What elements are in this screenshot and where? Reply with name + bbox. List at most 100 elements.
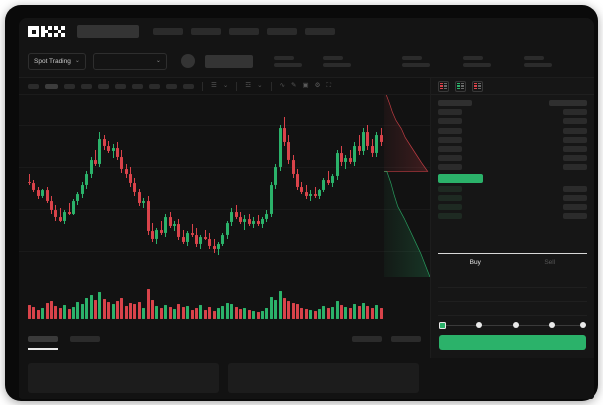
timeframe-5[interactable] xyxy=(98,83,109,89)
indicators-icon[interactable]: ☲ xyxy=(245,81,252,89)
toolbar-divider xyxy=(236,81,238,91)
device-screen: Spot Trading ⌄ ⌄ ☰ ⌄ ☲ ⌄ ∿ ✎ ▣ ⚙ ⛶ xyxy=(19,18,594,399)
timeframe-6[interactable] xyxy=(115,83,126,89)
fullscreen-icon[interactable]: ⛶ xyxy=(326,81,332,89)
timeframe-8[interactable] xyxy=(149,83,160,89)
orderbook-bid-row[interactable] xyxy=(438,203,587,210)
submit-buy-button[interactable] xyxy=(439,335,586,350)
nav-item-1[interactable] xyxy=(153,28,183,35)
timeframe-4[interactable] xyxy=(81,83,92,89)
volume-bar xyxy=(256,311,260,319)
orderbook-header-row[interactable] xyxy=(438,100,587,106)
candlestick-chart[interactable] xyxy=(19,95,430,277)
timeframe-2[interactable] xyxy=(45,83,58,89)
volume-bar xyxy=(151,300,155,319)
orderbook-mode-bids[interactable] xyxy=(455,80,466,92)
stat-24h-low xyxy=(462,55,491,67)
volume-bar xyxy=(133,304,137,319)
tab-label xyxy=(28,336,58,342)
orderbook-ask-row[interactable] xyxy=(438,109,587,116)
snapshot-camera-icon[interactable]: ▣ xyxy=(302,81,309,89)
nav-item-3[interactable] xyxy=(229,28,259,35)
volume-bar xyxy=(221,306,225,319)
orderbook-bid-row[interactable] xyxy=(438,185,587,192)
timeframe-10[interactable] xyxy=(183,83,194,89)
nav-item-4[interactable] xyxy=(267,28,297,35)
orderbook-bid-row[interactable] xyxy=(438,194,587,201)
slider-node-25[interactable] xyxy=(475,322,482,328)
timeframe-9[interactable] xyxy=(166,83,177,89)
stat-last-price xyxy=(273,55,302,67)
slider-node-100[interactable] xyxy=(580,322,586,328)
slider-node-50[interactable] xyxy=(512,322,519,328)
buy-sell-tabs: Buy Sell xyxy=(438,253,587,271)
orderbook-mode-both[interactable] xyxy=(438,80,449,92)
volume-bar xyxy=(322,305,326,319)
footer-card-1[interactable] xyxy=(28,363,219,393)
volume-bar xyxy=(203,310,207,319)
orderbook-ask-row[interactable] xyxy=(438,118,587,125)
nav-item-2[interactable] xyxy=(191,28,221,35)
volume-bar xyxy=(296,304,300,319)
volume-bar xyxy=(348,308,352,319)
percent-slider[interactable] xyxy=(439,321,586,330)
order-total-field[interactable] xyxy=(438,302,587,316)
orderbook-ask-row[interactable] xyxy=(438,164,587,171)
volume-bar xyxy=(208,306,212,319)
volume-bar xyxy=(28,305,31,319)
volume-bar xyxy=(230,304,234,319)
logo-k-icon xyxy=(41,26,52,37)
slider-node-0[interactable] xyxy=(439,321,446,329)
footer-card-2[interactable] xyxy=(228,363,419,393)
nav-item-5[interactable] xyxy=(305,28,335,35)
volume-bar xyxy=(102,299,106,319)
depth-chart xyxy=(383,95,430,277)
volume-bar xyxy=(164,304,168,319)
orderbook-bid-row[interactable] xyxy=(438,213,587,220)
orderbook-ask-row[interactable] xyxy=(438,127,587,134)
indicators-dropdown-icon[interactable]: ⌄ xyxy=(257,81,263,89)
global-search-input[interactable] xyxy=(77,25,139,38)
lower-action-2[interactable] xyxy=(391,336,421,342)
lower-action-1[interactable] xyxy=(352,336,382,342)
footer-area xyxy=(19,358,594,399)
trading-mode-selector[interactable]: Spot Trading ⌄ xyxy=(28,52,86,70)
settings-gear-icon[interactable]: ⚙ xyxy=(314,81,321,89)
orderbook-mode-asks[interactable] xyxy=(472,80,483,92)
orderbook-ask-row[interactable] xyxy=(438,145,587,152)
lower-tab-2[interactable] xyxy=(70,336,100,342)
volume-bar xyxy=(357,306,361,319)
timeframe-3[interactable] xyxy=(64,83,75,89)
volume-bar xyxy=(326,308,330,319)
order-amount-field[interactable] xyxy=(438,288,587,302)
candle-series xyxy=(28,95,384,277)
volume-bar xyxy=(344,307,348,319)
drawing-pencil-icon[interactable]: ✎ xyxy=(291,81,297,89)
okx-logo[interactable] xyxy=(28,26,65,37)
orderbook-trade-panel: Buy Sell xyxy=(430,78,594,358)
candle-type-icon[interactable]: ☰ xyxy=(211,81,217,89)
pair-selector[interactable]: ⌄ xyxy=(92,52,167,70)
volume-bar xyxy=(67,309,71,319)
volume-bar xyxy=(260,310,264,319)
top-navbar xyxy=(19,18,594,45)
orderbook-ask-row[interactable] xyxy=(438,155,587,162)
line-tool-icon[interactable]: ∿ xyxy=(279,81,286,89)
volume-bar xyxy=(243,308,247,319)
cell-right xyxy=(563,118,587,125)
volume-bar xyxy=(362,302,366,319)
volume-bar xyxy=(159,308,163,319)
volume-bar xyxy=(32,306,36,319)
tab-sell[interactable]: Sell xyxy=(544,259,556,266)
order-price-field[interactable] xyxy=(438,274,587,288)
timeframe-1[interactable] xyxy=(28,83,39,89)
timeframe-7[interactable] xyxy=(132,83,143,89)
volume-bar xyxy=(375,304,379,319)
slider-node-75[interactable] xyxy=(549,322,556,328)
orderbook-ask-row[interactable] xyxy=(438,136,587,143)
lower-tab-1[interactable] xyxy=(28,336,58,350)
tab-buy[interactable]: Buy xyxy=(469,259,481,266)
candle-dropdown-icon[interactable]: ⌄ xyxy=(222,81,229,89)
volume-bar xyxy=(49,301,53,319)
